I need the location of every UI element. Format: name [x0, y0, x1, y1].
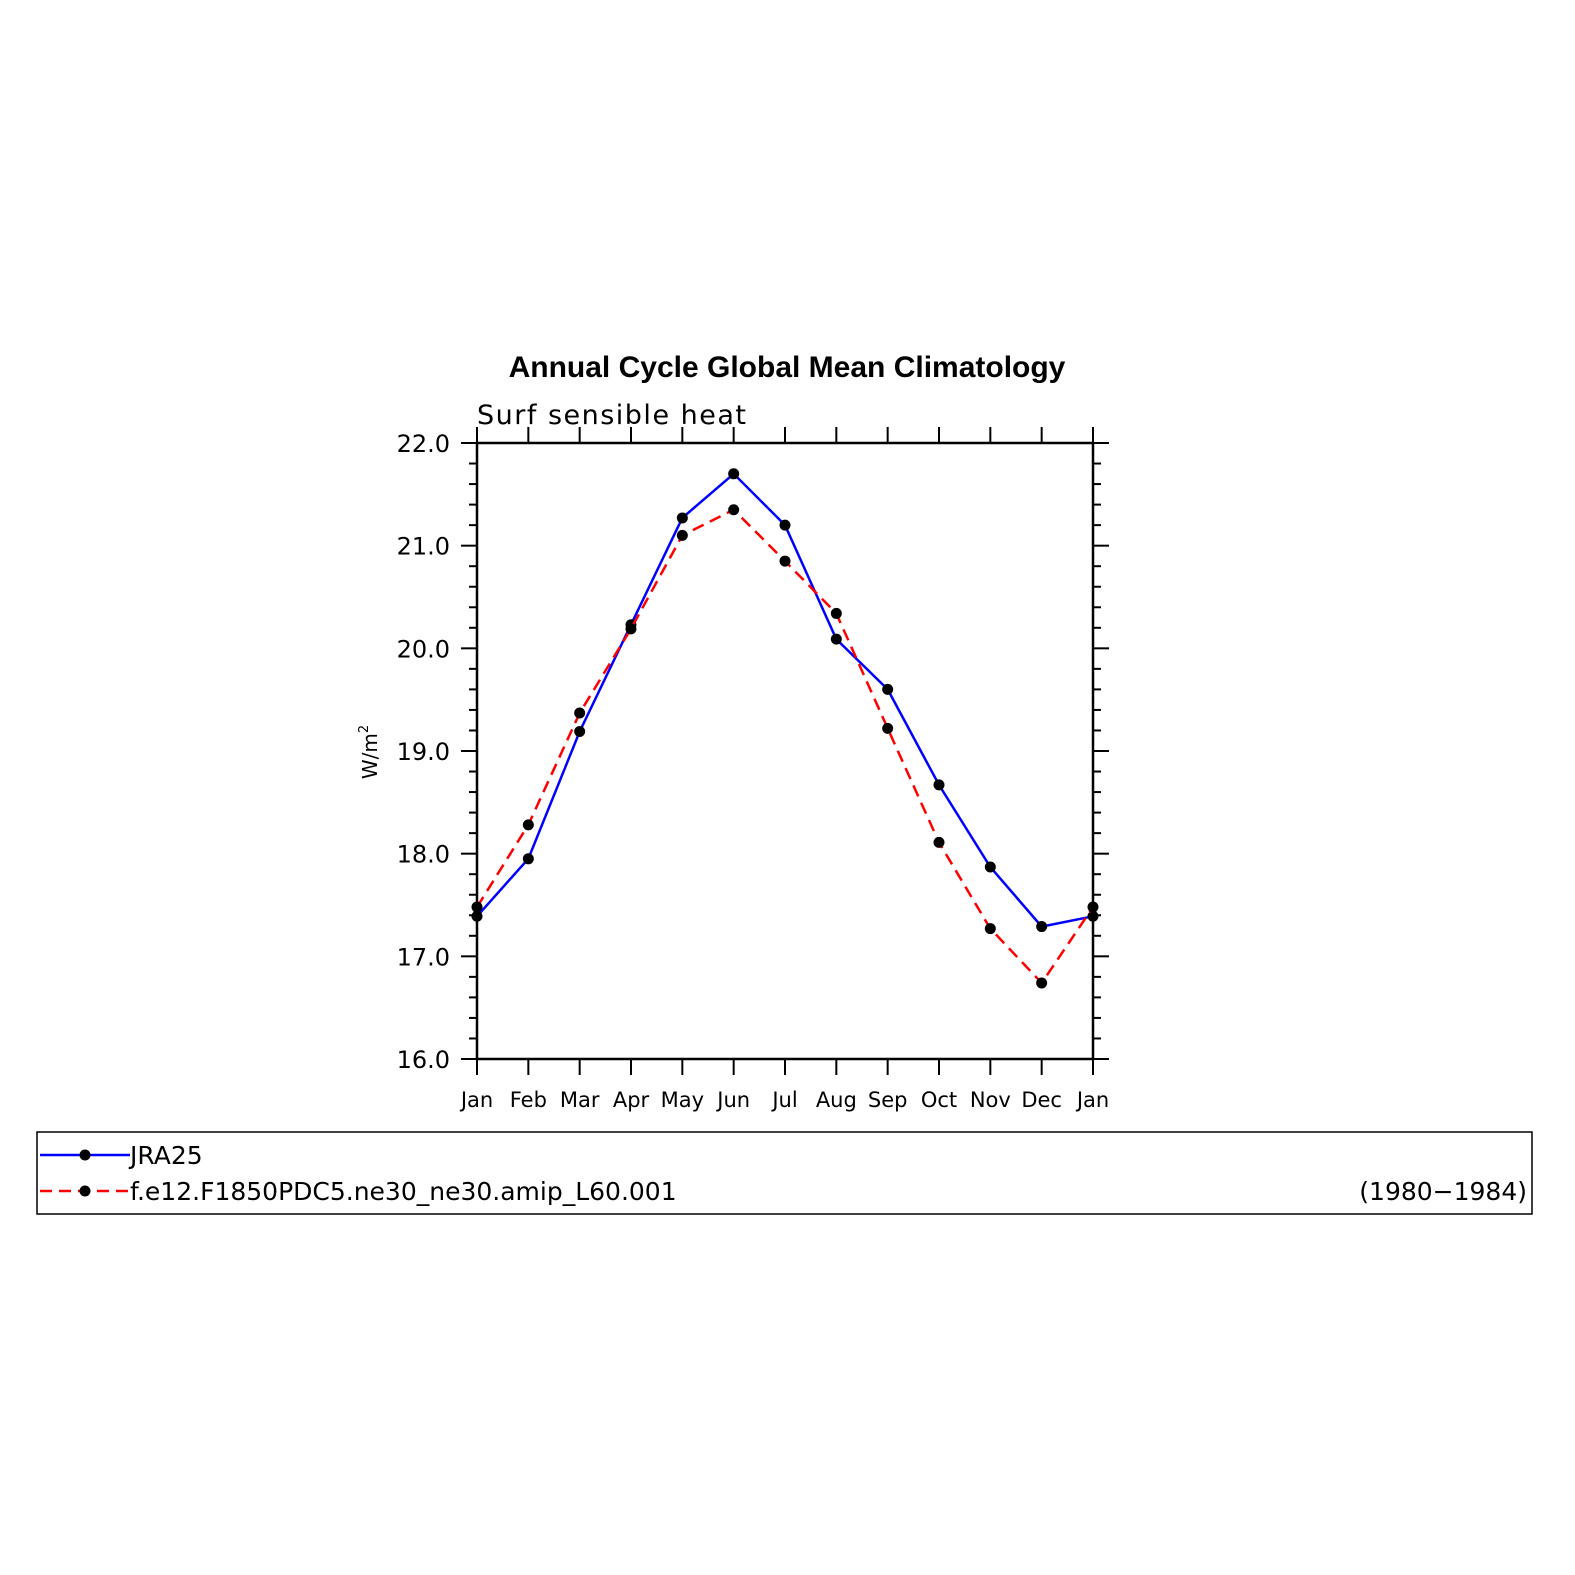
x-tick-label: Dec — [1021, 1088, 1062, 1112]
x-tick-label: Feb — [510, 1088, 547, 1112]
legend-label-1: JRA25 — [128, 1141, 203, 1170]
series-1-point — [676, 512, 688, 524]
legend-label-2: f.e12.F1850PDC5.ne30_ne30.amip_L60.001 — [130, 1177, 677, 1206]
legend-marker-2 — [79, 1185, 91, 1197]
series-2-point — [471, 901, 483, 913]
y-axis-label: W/m2 — [357, 725, 382, 779]
series-1-point — [728, 468, 740, 480]
y-axis-label-text: W/m — [358, 733, 382, 779]
legend-years-2: (1980−1984) — [1359, 1177, 1527, 1206]
y-tick-label: 16.0 — [397, 1046, 450, 1074]
series-2-point — [574, 707, 586, 719]
legend-box — [36, 1131, 1533, 1215]
x-tick-labels: Jan Feb Mar Apr May Jun Jul Aug Sep Oct Nov Dec Jan — [459, 1088, 1109, 1112]
series-2-point — [882, 722, 894, 734]
y-tick-label: 19.0 — [397, 738, 450, 766]
chart-subtitle: Surf sensible heat — [477, 400, 748, 431]
series-2-point — [830, 607, 842, 619]
x-tick-label: Jun — [715, 1088, 750, 1112]
x-tick-label: Jan — [459, 1088, 493, 1112]
series-2-point — [984, 923, 996, 935]
x-tick-label: May — [661, 1088, 704, 1112]
series-1-point — [522, 853, 534, 865]
series-2-point — [522, 819, 534, 831]
x-tick-label: Jul — [770, 1088, 797, 1112]
x-tick-label: Nov — [970, 1088, 1011, 1112]
x-tick-label: Oct — [921, 1088, 957, 1112]
series-2-point — [779, 555, 791, 567]
plot-frame — [475, 441, 1095, 1061]
series-1-point — [779, 519, 791, 531]
y-tick-label: 21.0 — [397, 533, 450, 561]
legend: JRA25 f.e12.F1850PDC5.ne30_ne30.amip_L60.… — [40, 1141, 1527, 1206]
y-tick-labels: 16.0 17.0 18.0 19.0 20.0 21.0 22.0 — [397, 430, 450, 1074]
x-tick-label: Aug — [816, 1088, 857, 1112]
y-tick-label: 20.0 — [397, 635, 450, 663]
series-2-point — [676, 529, 688, 541]
chart-title: Annual Cycle Global Mean Climatology — [509, 351, 1066, 384]
y-tick-label: 22.0 — [397, 430, 450, 458]
series-2-point — [933, 836, 945, 848]
axis-ticks — [461, 427, 1109, 1075]
y-tick-label: 17.0 — [397, 943, 450, 971]
x-tick-label: Sep — [868, 1088, 908, 1112]
series-2-point — [1087, 901, 1099, 913]
series-layer — [471, 468, 1099, 989]
series-1-point — [882, 683, 894, 695]
series-1-point — [471, 910, 483, 922]
series-1-point — [933, 779, 945, 791]
x-tick-label: Apr — [613, 1088, 650, 1112]
svg-text:W/m2: W/m2 — [357, 725, 382, 779]
x-tick-label: Mar — [560, 1088, 600, 1112]
x-tick-label: Jan — [1075, 1088, 1109, 1112]
y-axis-label-superscript: 2 — [357, 725, 372, 733]
y-tick-label: 18.0 — [397, 841, 450, 869]
series-1-point — [984, 861, 996, 873]
series-line-2 — [475, 508, 1095, 985]
series-1-point — [1087, 910, 1099, 922]
legend-marker-1 — [79, 1149, 91, 1161]
series-2-point — [625, 623, 637, 635]
series-1-point — [1036, 921, 1048, 933]
series-1-point — [830, 633, 842, 645]
series-2-point — [1036, 977, 1048, 989]
series-1-point — [574, 725, 586, 737]
series-2-point — [728, 504, 740, 516]
series-line-1 — [476, 472, 1094, 928]
